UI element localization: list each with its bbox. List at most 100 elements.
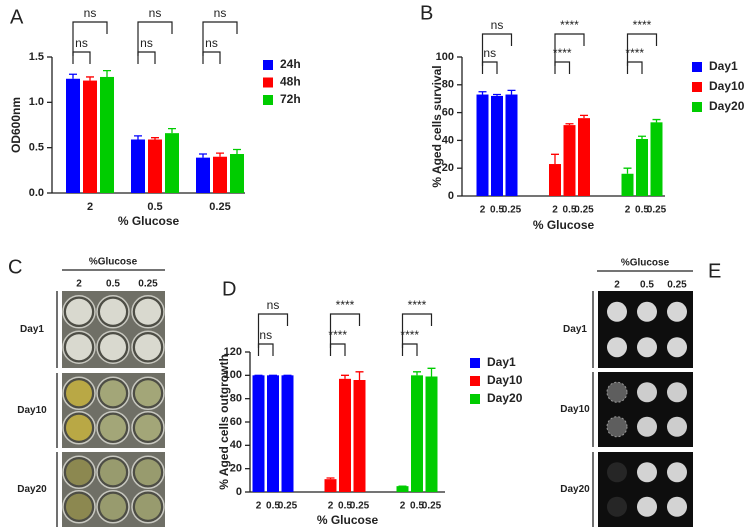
spot [637, 416, 657, 437]
well-content [100, 334, 126, 361]
significance-bracket [202, 21, 238, 56]
row-label: Day1 [20, 324, 44, 335]
significance-label: ns [267, 298, 280, 312]
spot [637, 337, 657, 358]
significance-bracket [626, 61, 643, 74]
bar [396, 486, 409, 492]
spot [667, 301, 687, 322]
spot [607, 337, 627, 358]
legend-swatch [692, 102, 702, 112]
x-tick-label: 0.5 [410, 501, 424, 512]
legend-swatch [470, 394, 480, 404]
bar [621, 173, 634, 196]
panel-letter: E [708, 260, 721, 282]
significance-label: ns [259, 328, 272, 342]
well-content [135, 380, 161, 407]
error-bar [623, 167, 632, 174]
bar [213, 156, 227, 193]
well-content [66, 334, 92, 361]
bar [148, 139, 162, 193]
spot [637, 462, 657, 483]
bar [267, 375, 279, 492]
significance-label: ns [149, 6, 162, 20]
error-bar [69, 73, 77, 79]
significance-label: **** [553, 46, 572, 60]
legend-label: Day1 [709, 59, 738, 73]
error-bar [427, 367, 436, 377]
bar [505, 94, 518, 196]
x-tick-label: 2 [480, 205, 486, 216]
y-tick-label: 80 [230, 393, 242, 405]
significance-bracket [329, 313, 361, 348]
spot [667, 337, 687, 358]
column-label: 0.5 [640, 280, 654, 291]
significance-label: ns [84, 6, 97, 20]
y-tick-label: 1.5 [29, 51, 44, 63]
well-content [135, 414, 161, 441]
image-header: %Glucose [621, 258, 670, 269]
legend-label: 24h [280, 57, 301, 71]
y-axis-label: % Aged cells outgrowth [217, 354, 231, 490]
row-label: Day20 [560, 484, 590, 495]
y-tick-label: 40 [442, 134, 454, 146]
y-tick-label: 60 [442, 107, 454, 119]
error-bar [580, 114, 588, 119]
significance-label: ns [491, 18, 504, 32]
bar [476, 94, 489, 196]
significance-label: **** [560, 18, 579, 32]
spot [637, 301, 657, 322]
legend-swatch [470, 376, 480, 386]
legend-label: 48h [280, 75, 301, 89]
x-tick-label: 2 [328, 501, 334, 512]
error-bar [103, 69, 111, 77]
legend-swatch [263, 60, 273, 70]
panel-letter: B [420, 2, 433, 24]
bar [83, 80, 97, 193]
significance-bracket [137, 21, 173, 56]
error-bar [565, 123, 574, 126]
spot [637, 382, 657, 403]
error-bar [493, 93, 501, 96]
spot [606, 381, 628, 403]
panel-letter: D [222, 278, 236, 300]
x-tick-label: 0.25 [647, 205, 667, 216]
bar [66, 78, 80, 193]
bar [353, 380, 366, 492]
y-tick-label: 1.0 [29, 96, 44, 108]
y-tick-label: 0 [236, 486, 242, 498]
significance-label: ns [140, 36, 153, 50]
error-bar [551, 153, 559, 165]
legend-label: Day10 [487, 373, 523, 387]
well-content [66, 459, 92, 486]
error-bar [413, 371, 421, 376]
row-label: Day10 [17, 405, 47, 416]
bar [324, 479, 337, 492]
significance-label: **** [336, 298, 355, 312]
y-axis-label: OD600nm [9, 97, 23, 153]
significance-bracket [554, 61, 571, 74]
error-bar [134, 135, 142, 140]
bar [230, 154, 244, 193]
significance-bracket [257, 343, 274, 356]
bar [650, 122, 663, 196]
legend-swatch [692, 82, 702, 92]
panel-letter: C [8, 256, 22, 278]
legend-swatch [692, 62, 702, 72]
well-content [66, 298, 92, 325]
y-tick-label: 40 [230, 439, 242, 451]
bar [578, 118, 590, 196]
error-bar [151, 137, 159, 140]
x-tick-label: 2 [256, 501, 262, 512]
y-tick-label: 0.0 [29, 187, 44, 199]
well-content [100, 414, 126, 441]
significance-label: ns [214, 6, 227, 20]
well-content [66, 414, 92, 441]
x-tick-label: 0.25 [422, 501, 442, 512]
well-content [135, 459, 161, 486]
bar [425, 376, 438, 492]
x-tick-label: 2 [552, 205, 558, 216]
x-axis-label: % Glucose [533, 218, 595, 232]
y-axis-label: % Aged cells survival [430, 65, 444, 187]
x-tick-label: 0.5 [635, 205, 649, 216]
